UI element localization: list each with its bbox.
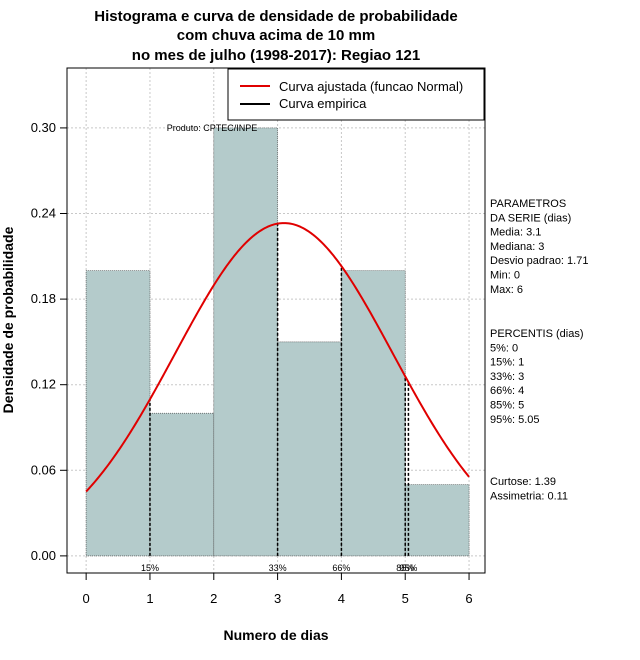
percentile-line-text: PERCENTIS (dias)	[490, 328, 584, 340]
shape-stat-line: Assimetria: 0.11	[490, 490, 568, 502]
y-tick-label: 0.06	[31, 462, 56, 477]
percentile-lines: 15% 33% 66% 85%95%	[141, 223, 417, 573]
x-tick-label: 4	[338, 591, 345, 606]
chart-title: Histograma e curva de densidade de proba…	[94, 8, 457, 64]
x-axis: 0 1 2 3 4 5 6	[83, 572, 473, 606]
x-axis-label: Numero de dias	[223, 627, 328, 643]
y-tick-label: 0.24	[31, 206, 56, 221]
parameter-line: Min: 0	[490, 270, 520, 282]
y-tick-label: 0.12	[31, 377, 56, 392]
histogram-bar	[85, 270, 151, 557]
legend-label-empirical: Curva empirica	[279, 96, 367, 111]
parameter-line: DA SERIE (dias)	[490, 212, 571, 224]
x-tick-label: 0	[83, 591, 90, 606]
histogram-bar	[341, 270, 406, 557]
percentile-label: 85%	[396, 563, 414, 573]
legend-label-fitted: Curva ajustada (funcao Normal)	[279, 79, 463, 94]
parameter-line: Media: 3.1	[490, 227, 541, 239]
percentile-label: 15%	[141, 563, 159, 573]
percentile-line-text: 66%: 4	[490, 385, 524, 397]
percentile-line-text: 33%: 3	[490, 371, 524, 383]
series-parameters: PARAMETROS DA SERIE (dias) Media: 3.1 Med…	[490, 198, 588, 296]
x-tick-label: 6	[465, 591, 472, 606]
chart-title-line-2: com chuva acima de 10 mm	[177, 27, 375, 44]
histogram-bar	[277, 341, 342, 557]
parameter-line: PARAMETROS	[490, 198, 566, 210]
percentile-line-text: 5%: 0	[490, 342, 518, 354]
y-tick-label: 0.00	[31, 548, 56, 563]
x-tick-label: 3	[274, 591, 281, 606]
histogram-bar	[149, 412, 215, 557]
x-tick-label: 2	[210, 591, 217, 606]
histogram-bar	[404, 484, 470, 557]
y-tick-label: 0.18	[31, 291, 56, 306]
chart-title-line-1: Histograma e curva de densidade de proba…	[94, 8, 457, 25]
histogram-bars	[85, 127, 470, 557]
percentile-label: 95%	[399, 563, 417, 573]
histogram-bar	[213, 127, 278, 557]
legend: Curva ajustada (funcao Normal) Curva emp…	[227, 68, 485, 121]
percentile-line-text: 95%: 5.05	[490, 414, 540, 426]
percentile-line-text: 15%: 1	[490, 357, 524, 369]
chart-title-line-3: no mes de julho (1998-2017): Regiao 121	[132, 47, 420, 64]
y-tick-label: 0.30	[31, 120, 56, 135]
parameter-line: Mediana: 3	[490, 241, 544, 253]
shape-stat-line: Curtose: 1.39	[490, 476, 556, 488]
y-axis: 0.00 0.06 0.12 0.18 0.24 0.30	[31, 120, 68, 563]
parameter-line: Desvio padrao: 1.71	[490, 255, 588, 267]
x-tick-label: 5	[402, 591, 409, 606]
percentile-line-text: 85%: 5	[490, 400, 524, 412]
x-tick-label: 1	[146, 591, 153, 606]
credit-text: Produto: CPTEC/INPE	[167, 123, 258, 133]
y-axis-label: Densidade de probabilidade	[0, 226, 16, 413]
percentile-label: 66%	[332, 563, 350, 573]
parameter-line: Max: 6	[490, 284, 523, 296]
percentile-label: 33%	[269, 563, 287, 573]
legend-box	[227, 68, 485, 121]
series-percentiles: PERCENTIS (dias) 5%: 0 15%: 1 33%: 3 66%…	[490, 328, 584, 426]
normal-curve	[85, 222, 470, 493]
series-shape-stats: Curtose: 1.39 Assimetria: 0.11	[490, 476, 568, 502]
